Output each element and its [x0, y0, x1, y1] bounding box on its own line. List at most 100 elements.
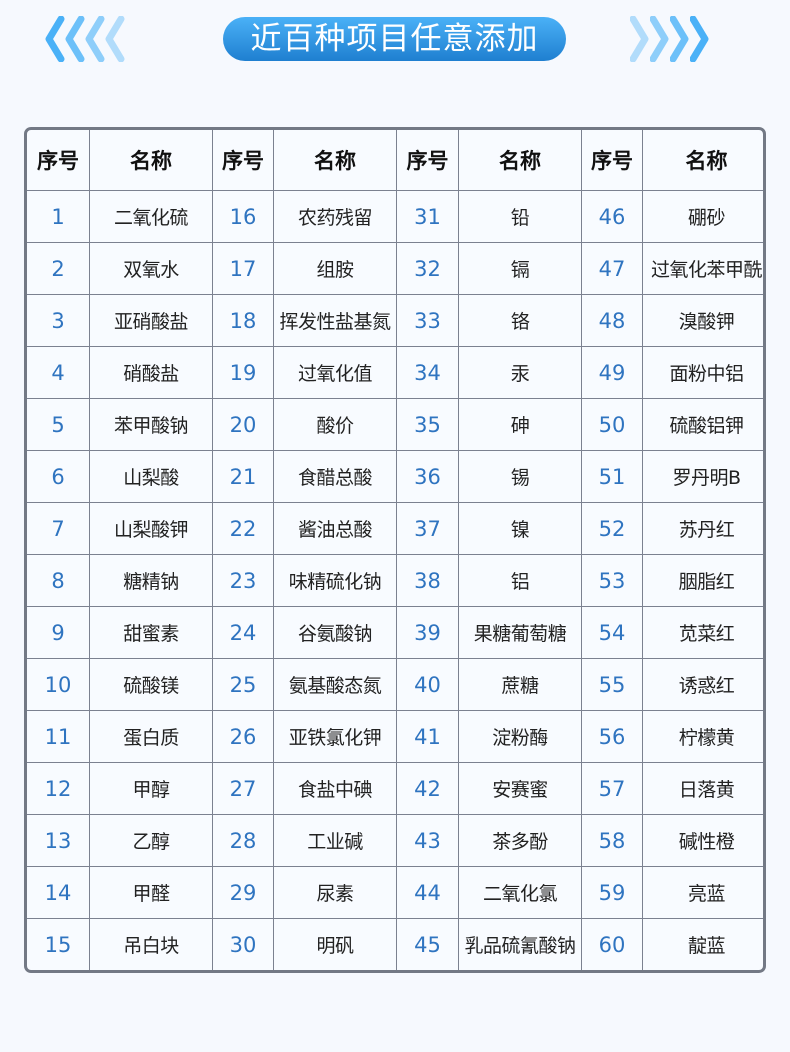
item-name: 吊白块	[89, 918, 213, 970]
item-number: 55	[581, 658, 643, 711]
item-name: 过氧化值	[273, 346, 397, 399]
table-row: 14 甲醛 29 尿素 44 二氧化氯 59 亮蓝	[27, 866, 763, 919]
item-name: 氨基酸态氮	[273, 658, 397, 711]
item-name: 硝酸盐	[89, 346, 213, 399]
item-name: 酸价	[273, 398, 397, 451]
item-number: 6	[27, 450, 90, 503]
item-name: 铬	[458, 294, 582, 347]
items-table: 序号 名称 序号 名称 序号 名称 序号 名称 1 二氧化硫 16 农药残留 31 铅 46 硼砂 2 双氧水 1…	[27, 130, 763, 970]
item-number: 25	[212, 658, 274, 711]
table-row: 11 蛋白质 26 亚铁氯化钾 41 淀粉酶 56 柠檬黄	[27, 710, 763, 763]
item-number: 14	[27, 866, 90, 919]
item-name: 硼砂	[642, 190, 763, 243]
item-name: 铝	[458, 554, 582, 607]
item-name: 山梨酸	[89, 450, 213, 503]
item-number: 18	[212, 294, 274, 347]
item-name: 农药残留	[273, 190, 397, 243]
table-row: 5 苯甲酸钠 20 酸价 35 砷 50 硫酸铝钾	[27, 398, 763, 451]
item-number: 29	[212, 866, 274, 919]
item-number: 32	[396, 242, 459, 295]
item-number: 23	[212, 554, 274, 607]
item-name: 靛蓝	[642, 918, 763, 970]
item-name: 乙醇	[89, 814, 213, 867]
item-number: 60	[581, 918, 643, 970]
table-row: 13 乙醇 28 工业碱 43 茶多酚 58 碱性橙	[27, 814, 763, 867]
item-name: 果糖葡萄糖	[458, 606, 582, 659]
item-number: 38	[396, 554, 459, 607]
item-name: 铅	[458, 190, 582, 243]
table-row: 3 亚硝酸盐 18 挥发性盐基氮 33 铬 48 溴酸钾	[27, 294, 763, 347]
item-name: 硫酸镁	[89, 658, 213, 711]
item-number: 31	[396, 190, 459, 243]
table-row: 10 硫酸镁 25 氨基酸态氮 40 蔗糖 55 诱惑红	[27, 658, 763, 711]
item-name: 亚硝酸盐	[89, 294, 213, 347]
item-number: 47	[581, 242, 643, 295]
chevron-right-icon	[690, 16, 709, 62]
item-number: 17	[212, 242, 274, 295]
item-number: 36	[396, 450, 459, 503]
item-name: 砷	[458, 398, 582, 451]
item-number: 33	[396, 294, 459, 347]
item-name: 酱油总酸	[273, 502, 397, 555]
item-name: 镉	[458, 242, 582, 295]
chevron-right-icon	[670, 16, 689, 62]
table-row: 15 吊白块 30 明矾 45 乳品硫氰酸钠 60 靛蓝	[27, 918, 763, 970]
header-name: 名称	[273, 130, 397, 191]
table-row: 9 甜蜜素 24 谷氨酸钠 39 果糖葡萄糖 54 苋菜红	[27, 606, 763, 659]
item-name: 苯甲酸钠	[89, 398, 213, 451]
item-name: 苋菜红	[642, 606, 763, 659]
item-number: 26	[212, 710, 274, 763]
header-number: 序号	[212, 130, 274, 191]
chevron-left-icon	[45, 16, 65, 62]
item-name: 胭脂红	[642, 554, 763, 607]
item-name: 溴酸钾	[642, 294, 763, 347]
chevron-left-icon	[65, 16, 85, 62]
item-name: 淀粉酶	[458, 710, 582, 763]
banner-title: 近百种项目任意添加	[223, 17, 566, 61]
item-number: 43	[396, 814, 459, 867]
item-name: 工业碱	[273, 814, 397, 867]
item-name: 诱惑红	[642, 658, 763, 711]
item-name: 硫酸铝钾	[642, 398, 763, 451]
item-name: 镍	[458, 502, 582, 555]
item-name: 蛋白质	[89, 710, 213, 763]
header-name: 名称	[89, 130, 213, 191]
item-name: 苏丹红	[642, 502, 763, 555]
item-number: 54	[581, 606, 643, 659]
item-name: 甲醛	[89, 866, 213, 919]
item-number: 19	[212, 346, 274, 399]
item-name: 明矾	[273, 918, 397, 970]
table-row: 8 糖精钠 23 味精硫化钠 38 铝 53 胭脂红	[27, 554, 763, 607]
item-name: 食醋总酸	[273, 450, 397, 503]
item-name: 蔗糖	[458, 658, 582, 711]
header-number: 序号	[27, 130, 90, 191]
item-name: 亚铁氯化钾	[273, 710, 397, 763]
item-number: 40	[396, 658, 459, 711]
table-row: 2 双氧水 17 组胺 32 镉 47 过氧化苯甲酰	[27, 242, 763, 295]
item-number: 27	[212, 762, 274, 815]
item-number: 34	[396, 346, 459, 399]
header-name: 名称	[642, 130, 763, 191]
item-number: 49	[581, 346, 643, 399]
item-name: 安赛蜜	[458, 762, 582, 815]
item-number: 3	[27, 294, 90, 347]
item-number: 10	[27, 658, 90, 711]
item-number: 22	[212, 502, 274, 555]
item-name: 碱性橙	[642, 814, 763, 867]
item-number: 46	[581, 190, 643, 243]
item-name: 挥发性盐基氮	[273, 294, 397, 347]
item-number: 50	[581, 398, 643, 451]
item-name: 茶多酚	[458, 814, 582, 867]
item-number: 59	[581, 866, 643, 919]
table-row: 6 山梨酸 21 食醋总酸 36 锡 51 罗丹明B	[27, 450, 763, 503]
header-number: 序号	[396, 130, 459, 191]
table-row: 1 二氧化硫 16 农药残留 31 铅 46 硼砂	[27, 190, 763, 243]
item-number: 28	[212, 814, 274, 867]
item-name: 面粉中铝	[642, 346, 763, 399]
item-name: 汞	[458, 346, 582, 399]
header-name: 名称	[458, 130, 582, 191]
item-number: 48	[581, 294, 643, 347]
item-name: 糖精钠	[89, 554, 213, 607]
item-number: 41	[396, 710, 459, 763]
item-number: 5	[27, 398, 90, 451]
